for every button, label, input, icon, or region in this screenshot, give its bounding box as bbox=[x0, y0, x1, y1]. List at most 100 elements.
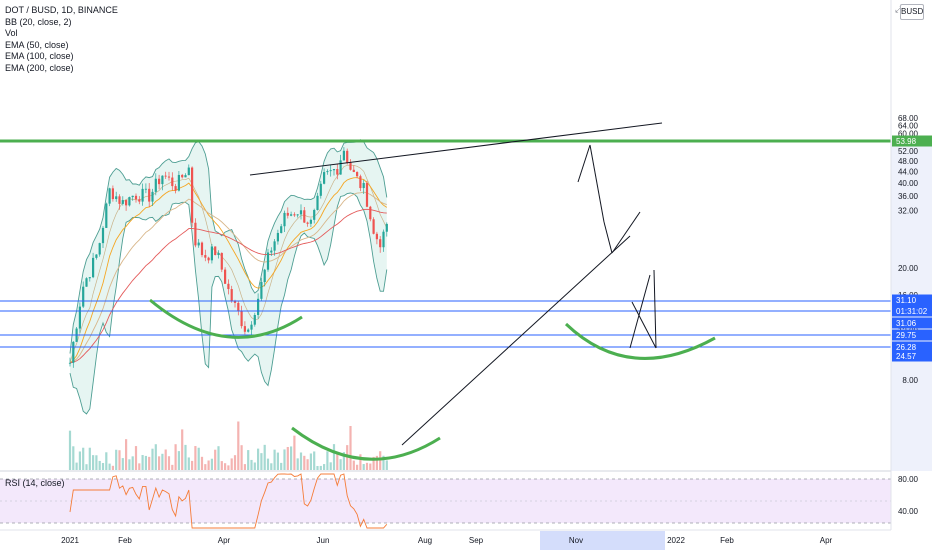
candle-body bbox=[266, 252, 270, 270]
indicator-ema-50[interactable]: EMA (50, close) bbox=[5, 39, 69, 50]
cup-arc-2[interactable] bbox=[291, 426, 441, 461]
rsi-legend[interactable]: RSI (14, close) bbox=[5, 478, 65, 488]
time-axis-panel[interactable] bbox=[0, 530, 932, 550]
candle-body bbox=[270, 250, 273, 253]
pattern-line-2[interactable] bbox=[589, 144, 605, 223]
candle-body bbox=[174, 186, 177, 191]
volume-bar bbox=[144, 455, 147, 470]
rising-trend-line[interactable] bbox=[401, 235, 631, 446]
candle-body bbox=[276, 232, 279, 242]
candle-body bbox=[154, 178, 157, 192]
candle-body bbox=[184, 175, 187, 178]
bollinger-upper-line bbox=[69, 139, 388, 354]
time-tick-label: Apr bbox=[218, 536, 231, 545]
volume-bar bbox=[158, 456, 161, 470]
candle-body bbox=[349, 162, 352, 170]
candle-body bbox=[319, 183, 322, 196]
candle-body bbox=[286, 212, 289, 216]
candle-body bbox=[233, 301, 237, 303]
price-tick-label: 60.00 bbox=[898, 130, 919, 139]
volume-bar bbox=[121, 458, 124, 470]
time-tick-label: Sep bbox=[469, 536, 484, 545]
volume-bar bbox=[263, 444, 266, 470]
expand-icon[interactable]: ⤢ bbox=[895, 4, 903, 14]
volume-bar bbox=[382, 455, 385, 470]
wedge-line-2[interactable] bbox=[629, 274, 651, 349]
candle-body bbox=[263, 269, 266, 283]
candle-body bbox=[187, 167, 190, 176]
volume-bar bbox=[68, 430, 72, 470]
volume-bar bbox=[316, 465, 319, 470]
candle-body bbox=[247, 329, 250, 332]
candle-body bbox=[250, 324, 253, 330]
indicator-ema-100[interactable]: EMA (100, close) bbox=[5, 51, 74, 61]
candle-body bbox=[88, 277, 91, 279]
volume-bar bbox=[115, 449, 118, 470]
candle-body bbox=[191, 167, 194, 223]
time-tick-label: Apr bbox=[820, 536, 833, 545]
indicator-vol[interactable]: Vol bbox=[5, 28, 18, 38]
price-label-tag bbox=[892, 317, 932, 329]
volume-bar bbox=[214, 449, 217, 470]
time-axis-highlight bbox=[540, 531, 665, 550]
pattern-line-1[interactable] bbox=[577, 144, 591, 183]
volume-bar bbox=[240, 445, 243, 470]
pattern-line-3[interactable] bbox=[603, 221, 613, 254]
wedge-line-3[interactable] bbox=[653, 269, 657, 349]
upper-trend-line[interactable] bbox=[249, 122, 663, 176]
volume-bar bbox=[174, 444, 177, 470]
candle-body bbox=[167, 176, 171, 178]
candle-body bbox=[138, 199, 141, 202]
candle-body bbox=[227, 283, 230, 290]
candle-body bbox=[273, 241, 276, 251]
volume-bar bbox=[187, 457, 190, 470]
candle-body bbox=[290, 214, 293, 216]
candle-body bbox=[385, 223, 388, 232]
candle-body bbox=[181, 174, 184, 178]
price-label-tag bbox=[892, 350, 932, 362]
price-tick-label: 20.00 bbox=[898, 264, 919, 273]
candle-body bbox=[105, 203, 108, 228]
candle-body bbox=[131, 195, 134, 198]
candle-body bbox=[382, 231, 385, 248]
price-tick-label: 48.00 bbox=[898, 157, 919, 166]
volume-bar bbox=[194, 446, 197, 470]
volume-bar bbox=[210, 458, 213, 470]
price-label-tag bbox=[892, 329, 932, 341]
volume-bar bbox=[247, 450, 250, 470]
symbol-title[interactable]: DOT / BUSD, 1D, BINANCE bbox=[5, 5, 118, 15]
volume-bar bbox=[356, 464, 359, 470]
candle-body bbox=[85, 278, 88, 287]
price-label-text: 53.98 bbox=[896, 137, 917, 146]
volume-bar bbox=[207, 460, 210, 470]
candle-body bbox=[161, 175, 164, 185]
time-tick-label: Feb bbox=[720, 536, 734, 545]
candle-body bbox=[115, 196, 118, 200]
candle-body bbox=[121, 200, 124, 204]
price-tick-label: 44.00 bbox=[898, 167, 919, 176]
cup-arc-1[interactable] bbox=[149, 298, 303, 339]
volume-bar bbox=[72, 446, 75, 470]
volume-bar bbox=[243, 464, 246, 470]
indicator-bb[interactable]: BB (20, close, 2) bbox=[5, 16, 72, 27]
candle-body bbox=[323, 172, 326, 184]
candle-body bbox=[293, 214, 296, 216]
indicator-ema-200[interactable]: EMA (200, close) bbox=[5, 62, 74, 73]
time-tick-label: Nov bbox=[569, 536, 583, 545]
volume-bar bbox=[181, 429, 184, 470]
pattern-line-4[interactable] bbox=[611, 211, 641, 254]
volume-bar bbox=[171, 464, 174, 470]
currency-button[interactable]: BUSD bbox=[900, 4, 924, 20]
wedge-line-1[interactable] bbox=[631, 301, 657, 349]
volume-bar bbox=[385, 460, 388, 470]
price-tick-label: 68.00 bbox=[898, 114, 919, 123]
cup-arc-3[interactable] bbox=[564, 322, 716, 360]
volume-bar bbox=[352, 460, 355, 470]
price-tick-label: 40.00 bbox=[898, 179, 919, 188]
candle-body bbox=[72, 341, 75, 363]
price-label-text: 26.28 bbox=[896, 343, 917, 352]
candle-body bbox=[98, 243, 101, 255]
volume-bar bbox=[359, 454, 362, 470]
candle-body bbox=[299, 210, 303, 215]
